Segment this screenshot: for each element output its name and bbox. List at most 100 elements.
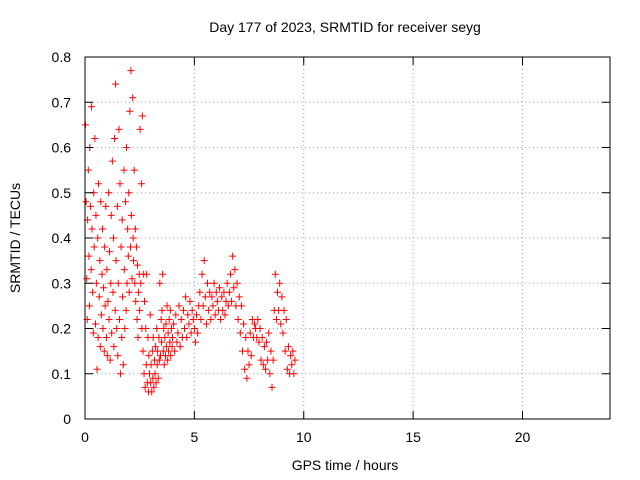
data-point bbox=[112, 257, 120, 265]
data-point bbox=[223, 279, 231, 287]
data-point bbox=[135, 288, 143, 296]
data-point bbox=[163, 302, 171, 310]
data-point bbox=[94, 234, 102, 242]
data-point bbox=[170, 320, 178, 328]
data-point bbox=[183, 334, 191, 342]
data-point bbox=[171, 347, 179, 355]
data-point bbox=[96, 257, 104, 265]
data-point bbox=[279, 329, 287, 337]
data-point bbox=[134, 334, 142, 342]
data-point bbox=[268, 383, 276, 391]
data-point bbox=[111, 306, 119, 314]
data-point bbox=[99, 325, 107, 332]
data-point bbox=[105, 189, 113, 197]
data-point bbox=[254, 315, 262, 323]
data-point bbox=[121, 325, 129, 332]
data-point bbox=[288, 361, 296, 369]
data-point bbox=[122, 306, 130, 314]
data-point bbox=[91, 134, 99, 142]
data-point bbox=[230, 284, 238, 292]
data-point bbox=[271, 270, 279, 278]
data-point bbox=[94, 334, 102, 342]
data-point bbox=[246, 329, 254, 337]
data-point bbox=[287, 352, 295, 360]
data-point bbox=[120, 266, 128, 274]
data-point bbox=[166, 306, 174, 314]
data-point bbox=[84, 166, 92, 174]
data-point bbox=[158, 306, 166, 314]
data-point bbox=[131, 279, 139, 287]
chart-title: Day 177 of 2023, SRMTID for receiver sey… bbox=[209, 19, 481, 35]
data-point bbox=[85, 252, 93, 260]
data-point bbox=[148, 388, 156, 396]
data-point bbox=[200, 257, 208, 265]
data-point bbox=[114, 279, 122, 287]
y-tick-label: 0.1 bbox=[52, 366, 72, 382]
data-point bbox=[165, 347, 173, 355]
data-point bbox=[228, 297, 236, 305]
data-point bbox=[201, 293, 209, 301]
data-point bbox=[117, 243, 125, 251]
data-point bbox=[189, 315, 197, 323]
data-point bbox=[118, 216, 126, 224]
data-point bbox=[224, 302, 232, 310]
data-point bbox=[108, 329, 116, 337]
data-point bbox=[132, 243, 140, 251]
data-point bbox=[118, 334, 126, 342]
data-point bbox=[83, 275, 91, 283]
data-point bbox=[241, 365, 249, 373]
data-point bbox=[243, 374, 251, 382]
data-point bbox=[225, 288, 233, 296]
y-axis-label: SRMTID / TECUs bbox=[7, 183, 23, 293]
data-point bbox=[139, 347, 147, 355]
x-tick-label: 5 bbox=[190, 429, 198, 445]
data-point bbox=[255, 338, 263, 346]
data-point bbox=[137, 279, 145, 287]
data-point bbox=[260, 343, 268, 351]
data-point bbox=[258, 334, 266, 342]
y-tick-label: 0.3 bbox=[52, 275, 72, 291]
data-point bbox=[206, 288, 214, 296]
data-point bbox=[194, 329, 202, 337]
data-point bbox=[109, 288, 117, 296]
data-point bbox=[92, 279, 100, 287]
data-point bbox=[134, 261, 141, 269]
data-point bbox=[86, 202, 94, 210]
data-point bbox=[162, 320, 170, 328]
data-point bbox=[138, 112, 146, 120]
data-point bbox=[152, 379, 160, 387]
data-point bbox=[103, 352, 111, 360]
data-point bbox=[157, 315, 165, 323]
data-point bbox=[123, 144, 131, 151]
data-point bbox=[191, 338, 199, 346]
data-point bbox=[130, 257, 138, 265]
data-point bbox=[190, 325, 198, 332]
data-point bbox=[245, 361, 253, 369]
data-point bbox=[136, 306, 144, 314]
data-point bbox=[193, 311, 201, 319]
y-tick-label: 0.5 bbox=[52, 185, 72, 201]
data-point bbox=[210, 279, 218, 287]
data-point bbox=[101, 302, 109, 310]
data-point bbox=[99, 225, 106, 233]
data-point bbox=[141, 297, 148, 305]
data-point bbox=[179, 306, 187, 314]
data-point bbox=[145, 352, 153, 360]
data-point bbox=[130, 166, 138, 174]
data-point bbox=[89, 329, 97, 337]
data-point bbox=[102, 202, 110, 210]
data-point bbox=[133, 315, 141, 323]
x-tick-label: 20 bbox=[515, 429, 531, 445]
x-axis-label: GPS time / hours bbox=[292, 457, 399, 473]
data-point bbox=[128, 275, 136, 283]
data-point bbox=[107, 211, 115, 219]
data-point bbox=[204, 279, 211, 287]
data-point bbox=[101, 243, 109, 251]
data-point bbox=[196, 288, 204, 296]
data-point bbox=[89, 288, 97, 296]
data-point bbox=[129, 94, 137, 102]
data-point bbox=[174, 329, 182, 337]
data-point bbox=[124, 225, 132, 233]
data-point bbox=[251, 320, 259, 328]
